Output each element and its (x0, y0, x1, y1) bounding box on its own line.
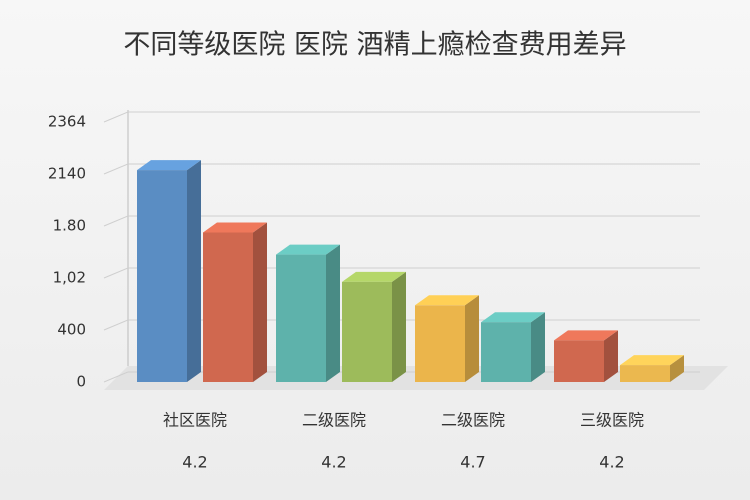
bar-top (276, 244, 340, 255)
bar-side (187, 160, 201, 382)
y-tick-label: 0 (76, 373, 86, 391)
bar-side (531, 312, 545, 382)
y-tick-label: 1,02 (53, 269, 86, 287)
bar (276, 244, 340, 382)
bar-side (326, 244, 340, 382)
y-tick-label: 2140 (48, 165, 86, 183)
y-tick-label: 2364 (48, 113, 86, 131)
bar (415, 295, 479, 382)
bar-front (554, 340, 604, 382)
y-tick-label: 1.80 (53, 217, 86, 235)
chart-title: 不同等级医院 医院 酒精上瘾检查费用差异 (123, 30, 626, 61)
bar-front (342, 281, 392, 382)
bar (481, 312, 545, 382)
bar (554, 330, 618, 382)
bar-front (203, 232, 253, 382)
bar-top (203, 222, 267, 233)
bar-top (481, 312, 545, 323)
x-tick-label: 社区医院 (163, 411, 227, 430)
bar-top (554, 330, 618, 341)
bar-front (137, 170, 187, 382)
x-tick-label: 二级医院 (441, 411, 505, 430)
y-tick-label: 400 (57, 321, 86, 339)
bar-front (415, 305, 465, 382)
bar-side (670, 355, 684, 382)
x-tick-label: 二级医院 (302, 411, 366, 430)
bar-side (465, 295, 479, 382)
bar-top (620, 355, 684, 366)
bar (137, 160, 201, 382)
bar-side (253, 222, 267, 382)
bar-front (481, 322, 531, 382)
tick-mark (103, 371, 129, 383)
category-note: 4.7 (460, 453, 485, 472)
bar-top (342, 271, 406, 282)
tick-mark (103, 163, 129, 175)
x-tick-label: 三级医院 (580, 411, 644, 430)
category-note: 4.2 (599, 453, 624, 472)
bar-front (620, 365, 670, 382)
bar-side (604, 330, 618, 382)
category-note: 4.2 (182, 453, 207, 472)
bar (203, 222, 267, 382)
tick-mark (103, 111, 129, 123)
bar-side (392, 271, 406, 382)
bar-top (137, 160, 201, 171)
bar-top (415, 295, 479, 306)
bar (342, 271, 406, 382)
tick-mark (103, 215, 129, 227)
tick-mark (103, 267, 129, 279)
bar-front (276, 254, 326, 382)
bar (620, 355, 684, 382)
tick-mark (103, 319, 129, 331)
category-note: 4.2 (321, 453, 346, 472)
